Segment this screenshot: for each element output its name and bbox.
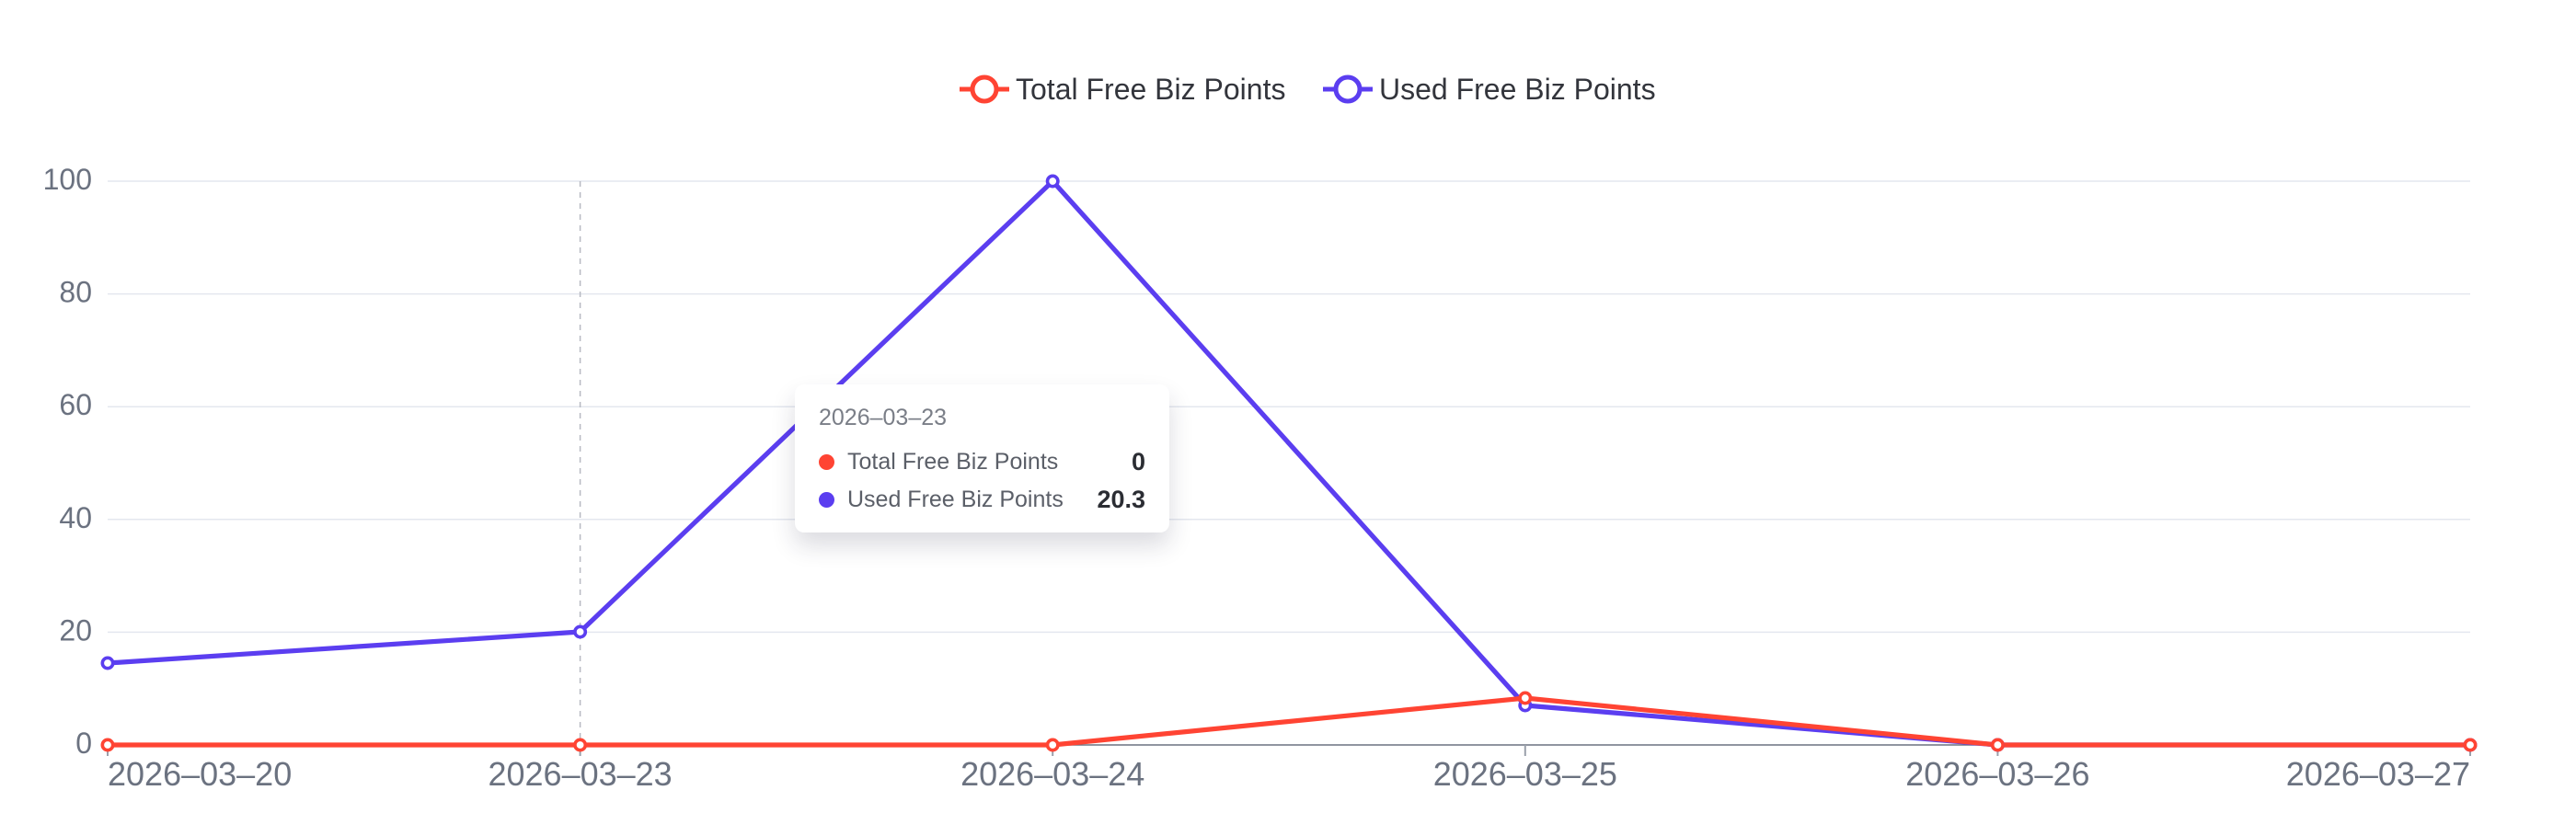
svg-text:60: 60 — [59, 388, 92, 421]
svg-text:2026–03–27: 2026–03–27 — [2286, 755, 2470, 793]
svg-text:2026–03–25: 2026–03–25 — [1433, 755, 1617, 793]
svg-text:2026–03–26: 2026–03–26 — [1905, 755, 2089, 793]
svg-text:100: 100 — [43, 163, 92, 196]
svg-text:20: 20 — [59, 613, 92, 647]
svg-text:0: 0 — [75, 727, 92, 760]
svg-text:2026–03–23: 2026–03–23 — [488, 755, 672, 793]
svg-text:Total Free Biz Points: Total Free Biz Points — [1016, 73, 1285, 106]
svg-text:2026–03–20: 2026–03–20 — [108, 755, 292, 793]
svg-text:40: 40 — [59, 501, 92, 534]
svg-text:2026–03–24: 2026–03–24 — [960, 755, 1144, 793]
svg-text:80: 80 — [59, 276, 92, 309]
svg-text:Used Free Biz Points: Used Free Biz Points — [1379, 73, 1656, 106]
